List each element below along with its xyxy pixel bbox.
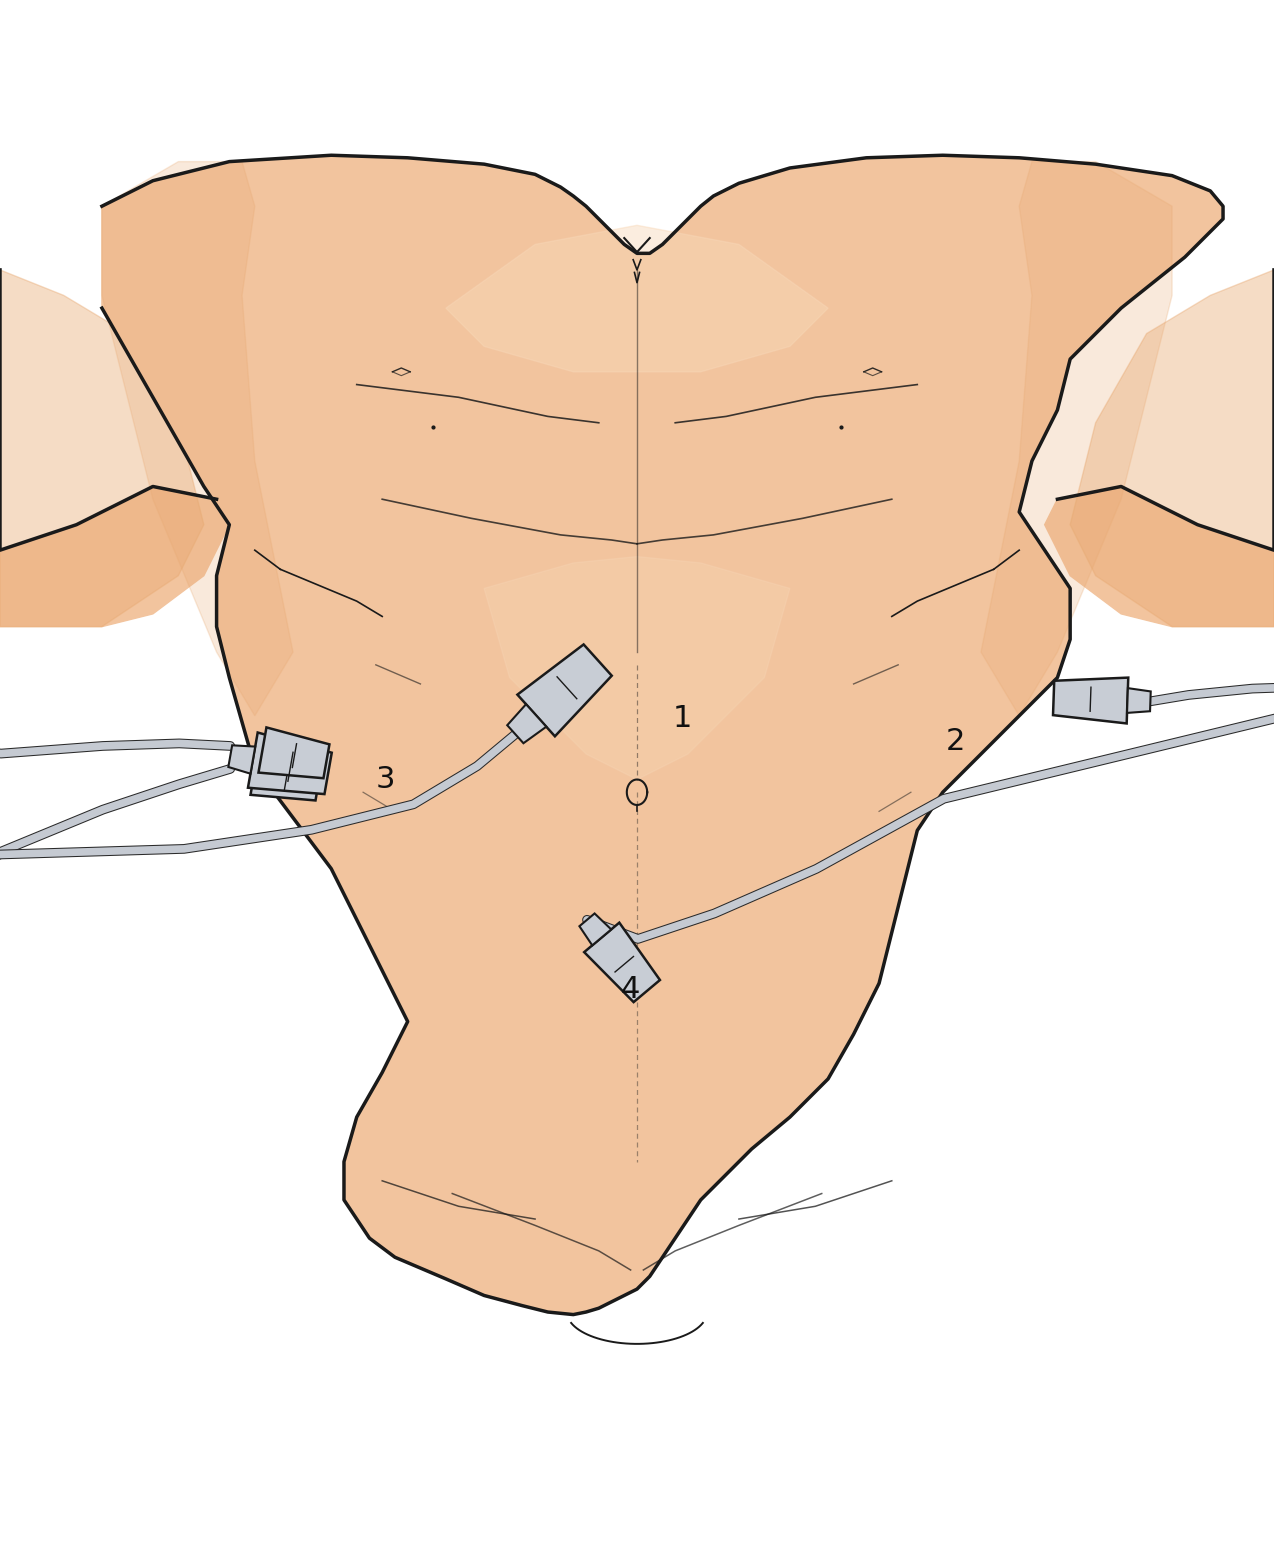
Text: 1: 1: [673, 703, 692, 733]
Polygon shape: [1127, 688, 1150, 712]
Polygon shape: [102, 156, 1223, 1314]
Polygon shape: [1070, 270, 1274, 627]
Polygon shape: [580, 914, 612, 945]
Polygon shape: [484, 557, 790, 780]
Text: 3: 3: [376, 765, 395, 794]
Polygon shape: [517, 644, 612, 736]
Polygon shape: [259, 728, 330, 778]
Polygon shape: [981, 162, 1172, 716]
Polygon shape: [1045, 270, 1274, 627]
Polygon shape: [251, 750, 321, 800]
Text: 4: 4: [620, 976, 640, 1004]
Polygon shape: [102, 162, 293, 716]
Polygon shape: [0, 270, 204, 627]
Polygon shape: [507, 705, 547, 744]
Polygon shape: [228, 745, 255, 773]
Text: 2: 2: [945, 726, 964, 756]
Polygon shape: [248, 733, 331, 794]
Polygon shape: [1054, 678, 1129, 723]
Polygon shape: [585, 923, 660, 1002]
Polygon shape: [446, 226, 828, 371]
Polygon shape: [0, 270, 229, 627]
